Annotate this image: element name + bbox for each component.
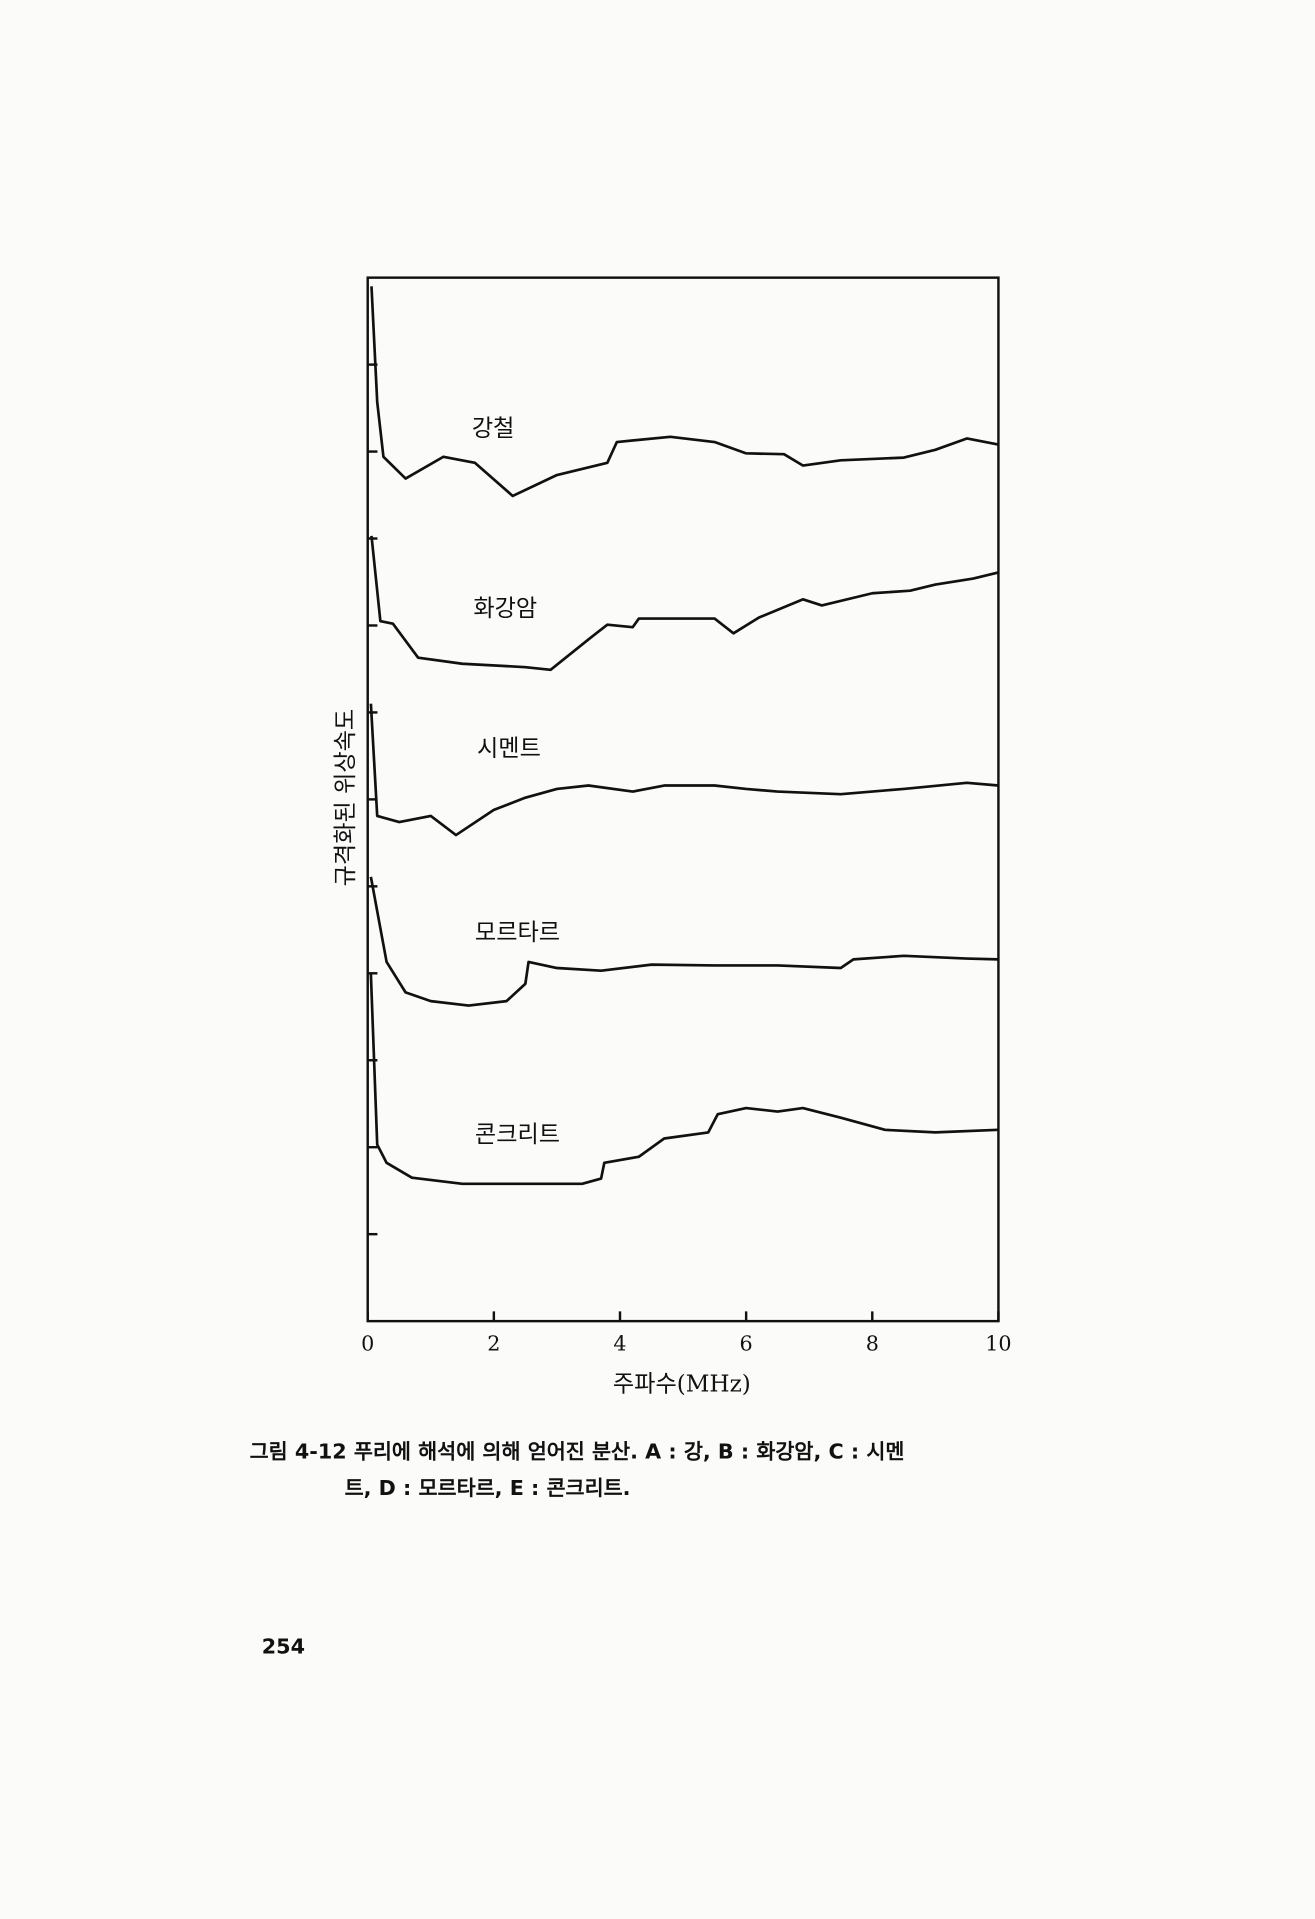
series-line [370,535,999,672]
series-label: 콘크리트 [475,1122,560,1148]
caption-line: 그림 4-12 푸리에 해석에 의해 얻어진 분산. A : 강, B : 화강… [250,1440,905,1464]
caption-line: 트, D : 모르타르, E : 콘크리트. [345,1476,631,1500]
x-tick-label: 4 [613,1331,626,1355]
x-tick-label: 6 [740,1331,753,1355]
series-label: 시멘트 [477,736,541,762]
page-number: 254 [262,1635,305,1659]
series-line [370,286,999,498]
series-line [369,703,999,837]
series-line [369,974,999,1186]
x-tick-label: 2 [487,1331,500,1355]
y-axis-label: 규격화된 위상속도 [333,709,359,887]
series-label: 화강암 [473,596,537,622]
x-tick-label: 0 [361,1331,374,1355]
series-label: 강철 [472,416,515,442]
series-label: 모르타르 [475,920,560,946]
series-line [369,876,999,1007]
x-tick-label: 8 [866,1331,879,1355]
x-axis-label: 주파수(MHz) [613,1372,751,1398]
x-tick-label: 10 [985,1331,1011,1355]
